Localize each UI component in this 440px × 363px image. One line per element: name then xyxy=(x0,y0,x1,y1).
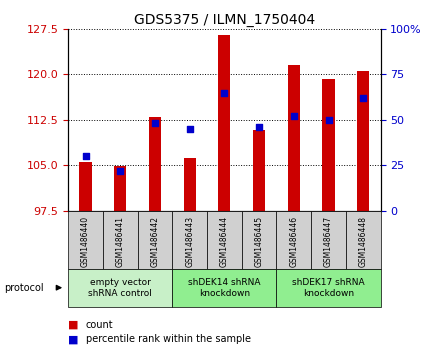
Bar xyxy=(149,117,161,211)
Point xyxy=(256,124,263,130)
Bar xyxy=(357,72,369,211)
Text: GSM1486440: GSM1486440 xyxy=(81,216,90,267)
Text: shRNA control: shRNA control xyxy=(88,289,152,298)
Point xyxy=(290,113,297,119)
Text: percentile rank within the sample: percentile rank within the sample xyxy=(86,334,251,344)
Text: shDEK14 shRNA: shDEK14 shRNA xyxy=(188,278,260,287)
Bar xyxy=(114,166,126,211)
Text: GSM1486448: GSM1486448 xyxy=(359,216,368,267)
Bar xyxy=(288,65,300,211)
Text: ■: ■ xyxy=(68,334,79,344)
Bar xyxy=(218,35,231,211)
Point xyxy=(186,126,193,132)
Point xyxy=(221,90,228,95)
Point xyxy=(117,168,124,174)
Bar xyxy=(323,79,334,211)
Text: knockdown: knockdown xyxy=(199,289,250,298)
Text: protocol: protocol xyxy=(4,283,44,293)
Text: count: count xyxy=(86,320,114,330)
Text: GSM1486442: GSM1486442 xyxy=(150,216,159,267)
Text: GSM1486447: GSM1486447 xyxy=(324,216,333,267)
Text: GSM1486446: GSM1486446 xyxy=(290,216,298,267)
Bar xyxy=(183,158,196,211)
Point xyxy=(82,153,89,159)
Text: GSM1486444: GSM1486444 xyxy=(220,216,229,267)
Text: ■: ■ xyxy=(68,320,79,330)
Text: GSM1486441: GSM1486441 xyxy=(116,216,125,267)
Point xyxy=(360,95,367,101)
Point xyxy=(325,117,332,123)
Title: GDS5375 / ILMN_1750404: GDS5375 / ILMN_1750404 xyxy=(134,13,315,26)
Text: empty vector: empty vector xyxy=(90,278,151,287)
Point xyxy=(151,121,158,126)
Bar xyxy=(80,162,92,211)
Text: GSM1486445: GSM1486445 xyxy=(255,216,264,267)
Text: knockdown: knockdown xyxy=(303,289,354,298)
Text: shDEK17 shRNA: shDEK17 shRNA xyxy=(292,278,365,287)
Text: GSM1486443: GSM1486443 xyxy=(185,216,194,267)
Bar xyxy=(253,130,265,211)
